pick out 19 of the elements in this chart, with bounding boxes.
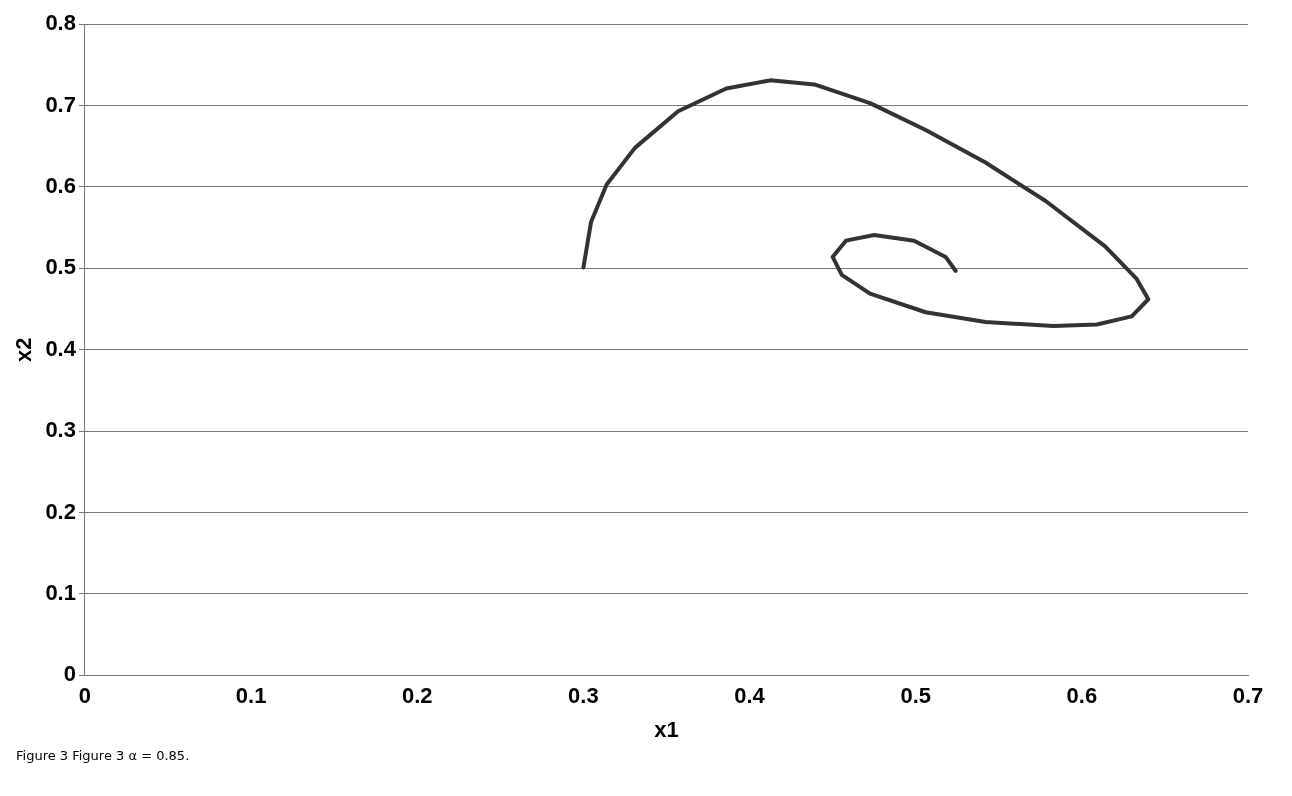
caption: Figure 3 Figure 3 α = 0.85. [16, 748, 191, 763]
y-axis-title: x2 [11, 337, 37, 362]
y-tick-label: 0.3 [45, 417, 76, 443]
y-tick-label: 0.8 [45, 10, 76, 36]
y-tick-label: 0.7 [45, 91, 76, 117]
y-tick-label: 0.5 [45, 254, 76, 280]
x-tick-label: 0.4 [734, 683, 766, 709]
y-tick-label: 0.1 [45, 579, 76, 605]
x-axis-title: x1 [654, 716, 679, 742]
y-tick-label: 0.2 [45, 498, 76, 524]
y-tick-label: 0.6 [45, 173, 76, 199]
x-tick-label: 0.1 [235, 683, 267, 709]
x-tick-label: 0.6 [1066, 683, 1098, 709]
x-tick-label: 0.7 [1232, 683, 1264, 709]
x-tick-label: 0.2 [401, 683, 433, 709]
x-tick-label: 0.5 [900, 683, 932, 709]
x-tick-label: 0.3 [568, 683, 599, 709]
y-tick-label: 0 [63, 661, 76, 687]
y-tick-label: 0.4 [45, 335, 77, 361]
